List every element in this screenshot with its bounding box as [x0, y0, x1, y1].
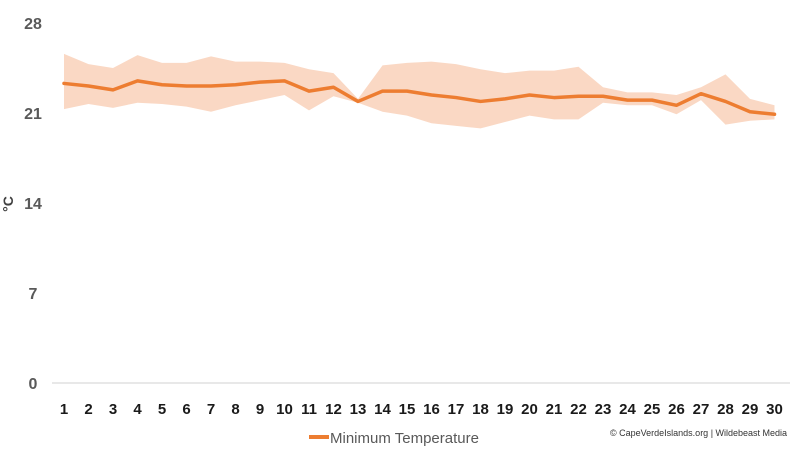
legend-label: Minimum Temperature: [330, 430, 479, 447]
x-tick-label: 2: [84, 401, 92, 418]
x-tick-label: 24: [619, 401, 636, 418]
range-band: [64, 53, 775, 129]
x-tick-label: 25: [644, 401, 661, 418]
x-tick-label: 21: [546, 401, 563, 418]
x-tick-label: 27: [693, 401, 710, 418]
x-tick-label: 14: [374, 401, 391, 418]
x-tick-label: 12: [325, 401, 342, 418]
x-tick-label: 20: [521, 401, 538, 418]
credit-text: © CapeVerdeIslands.org | Wildebeast Medi…: [610, 428, 787, 438]
x-tick-label: 23: [595, 401, 612, 418]
x-tick-label: 8: [231, 401, 239, 418]
x-tick-label: 19: [497, 401, 514, 418]
x-tick-label: 29: [742, 401, 759, 418]
x-tick-label: 30: [766, 401, 783, 418]
x-tick-label: 22: [570, 401, 587, 418]
x-tick-label: 9: [256, 401, 264, 418]
x-tick-label: 15: [399, 401, 416, 418]
x-tick-label: 1: [60, 401, 68, 418]
x-tick-label: 28: [717, 401, 734, 418]
x-tick-label: 10: [276, 401, 293, 418]
x-tick-label: 13: [350, 401, 367, 418]
x-tick-label: 3: [109, 401, 117, 418]
x-tick-label: 11: [301, 401, 317, 418]
x-tick-label: 5: [158, 401, 166, 418]
x-tick-label: 6: [182, 401, 190, 418]
y-tick-label: 7: [29, 286, 38, 303]
x-tick-label: 26: [668, 401, 685, 418]
y-tick-label: 28: [24, 16, 42, 33]
y-tick-label: 21: [24, 106, 42, 123]
legend: Minimum Temperature: [309, 430, 479, 447]
y-axis-label: °C: [0, 196, 16, 212]
y-tick-label: 0: [29, 376, 38, 393]
series-line-0: [62, 79, 777, 117]
x-tick-label: 17: [448, 401, 465, 418]
y-tick-label: 14: [24, 196, 42, 213]
x-tick-label: 4: [133, 401, 142, 418]
x-tick-label: 18: [472, 401, 489, 418]
x-tick-label: 16: [423, 401, 440, 418]
x-tick-label: 7: [207, 401, 215, 418]
